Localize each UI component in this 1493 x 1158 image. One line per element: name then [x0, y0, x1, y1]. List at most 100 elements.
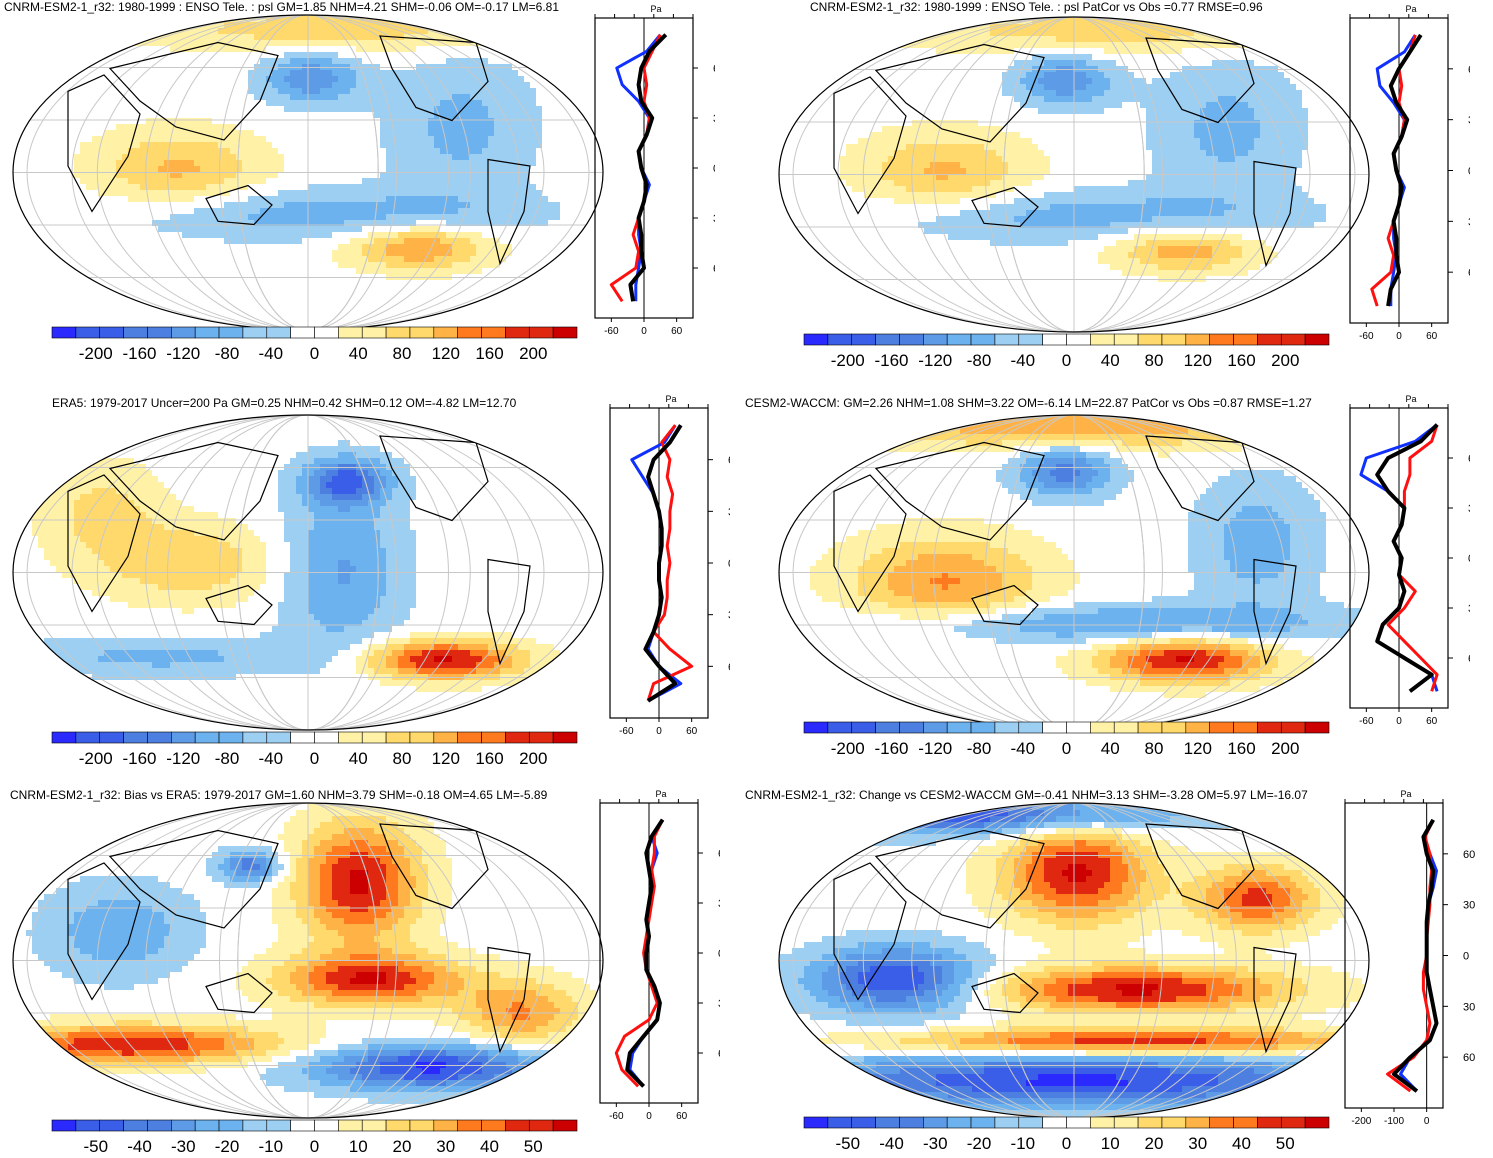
map-cell [194, 232, 200, 238]
map-cell [1068, 210, 1074, 216]
map-cell [146, 178, 152, 184]
map-cell [1230, 78, 1236, 84]
map-cell [1200, 24, 1206, 30]
map-cell [482, 244, 488, 250]
map-cell [290, 208, 296, 214]
map-cell [230, 46, 236, 52]
map-cell [930, 12, 936, 18]
map-cell [440, 190, 446, 196]
map-cell [1260, 210, 1266, 216]
map-cell [1266, 210, 1272, 216]
map-cell [1308, 30, 1314, 36]
map-cell [230, 166, 236, 172]
map-cell [1242, 72, 1248, 78]
map-cell [380, 452, 386, 458]
map-cell [966, 168, 972, 174]
map-cell [1176, 84, 1182, 90]
map-cell [194, 136, 200, 142]
map-cell [1164, 210, 1170, 216]
map-cell [482, 124, 488, 130]
map-cell [972, 126, 978, 132]
map-cell [392, 244, 398, 250]
map-cell [380, 106, 386, 112]
map-cell [284, 58, 290, 64]
map-cell [104, 178, 110, 184]
map-cell [1140, 180, 1146, 186]
map-cell [308, 88, 314, 94]
map-cell [110, 28, 116, 34]
map-cell [230, 160, 236, 166]
map-cell [368, 178, 374, 184]
map-cell [416, 112, 422, 118]
map-cell [398, 70, 404, 76]
map-cell [248, 142, 254, 148]
map-cell [206, 16, 212, 22]
map-cell [224, 208, 230, 214]
map-cell [1074, 198, 1080, 204]
map-cell [1014, 150, 1020, 156]
map-cell [960, 228, 966, 234]
map-cell [524, 34, 530, 40]
map-cell [338, 458, 344, 464]
map-cell [1116, 216, 1122, 222]
map-cell [338, 88, 344, 94]
map-cell [1182, 138, 1188, 144]
map-cell [948, 228, 954, 234]
map-cell [302, 82, 308, 88]
map-cell [1146, 102, 1152, 108]
colorbar-tick-label: 160 [1227, 351, 1255, 370]
map-cell [906, 162, 912, 168]
map-cell [984, 210, 990, 216]
map-cell [1176, 258, 1182, 264]
map-cell [302, 52, 308, 58]
map-cell [80, 148, 86, 154]
map-cell [110, 184, 116, 190]
map-cell [1224, 84, 1230, 90]
map-cell [1098, 186, 1104, 192]
map-cell [386, 88, 392, 94]
map-cell [332, 226, 338, 232]
map-cell [338, 256, 344, 262]
map-cell [392, 106, 398, 112]
map-cell [1188, 150, 1194, 156]
map-cell [344, 250, 350, 256]
map-cell [332, 256, 338, 262]
map-cell [422, 202, 428, 208]
map-cell [74, 464, 80, 470]
map-cell [110, 190, 116, 196]
map-cell [86, 178, 92, 184]
map-cell [930, 216, 936, 222]
map-cell [1050, 192, 1056, 198]
map-cell [296, 214, 302, 220]
map-cell [1062, 84, 1068, 90]
map-cell [134, 22, 140, 28]
map-cell [1026, 72, 1032, 78]
map-cell [948, 120, 954, 126]
map-cell [452, 202, 458, 208]
map-cell [1092, 204, 1098, 210]
map-cell [398, 256, 404, 262]
map-cell [428, 130, 434, 136]
map-cell [416, 16, 422, 22]
map-cell [1224, 198, 1230, 204]
map-cell [476, 34, 482, 40]
map-cell [1002, 150, 1008, 156]
map-cell [428, 226, 434, 232]
map-cell [218, 232, 224, 238]
map-cell [876, 162, 882, 168]
map-cell [338, 488, 344, 494]
map-cell [422, 130, 428, 136]
map-cell [494, 10, 500, 16]
map-cell [140, 190, 146, 196]
map-cell [410, 256, 416, 262]
map-cell [1110, 216, 1116, 222]
map-cell [1188, 72, 1194, 78]
map-cell [1032, 24, 1038, 30]
map-cell [338, 100, 344, 106]
map-cell [158, 226, 164, 232]
map-cell [1122, 192, 1128, 198]
map-cell [870, 144, 876, 150]
map-cell [1296, 180, 1302, 186]
map-cell [1146, 150, 1152, 156]
map-cell [560, 34, 566, 40]
